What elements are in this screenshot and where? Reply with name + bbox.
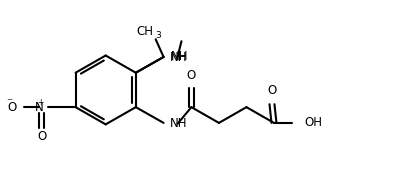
Text: NH: NH xyxy=(169,51,187,64)
Text: CH: CH xyxy=(136,25,153,38)
Text: OH: OH xyxy=(304,116,322,129)
Text: O: O xyxy=(267,84,276,97)
Text: O: O xyxy=(8,101,17,114)
Text: NH: NH xyxy=(169,117,187,130)
Text: NH: NH xyxy=(170,50,188,63)
Text: 3: 3 xyxy=(155,31,160,40)
Text: ⁻: ⁻ xyxy=(6,96,12,109)
Text: N: N xyxy=(35,101,44,114)
Text: O: O xyxy=(37,130,46,143)
Text: O: O xyxy=(187,69,196,82)
Text: +: + xyxy=(37,98,44,107)
